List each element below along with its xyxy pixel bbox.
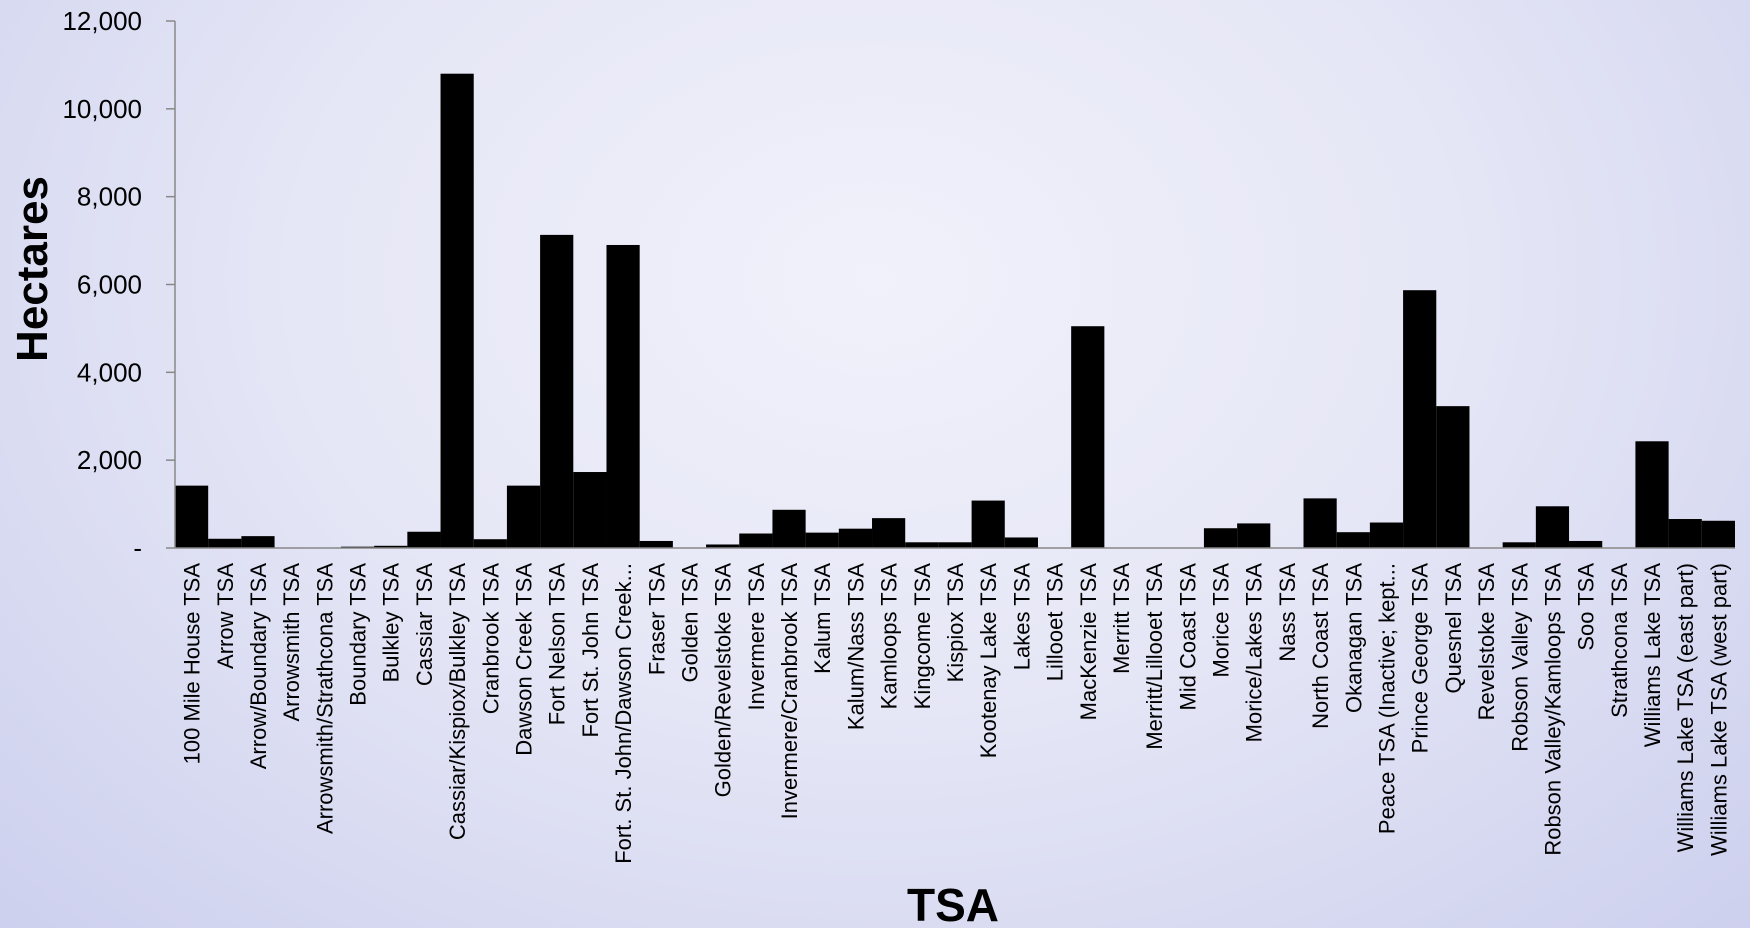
x-tick-label: Invermere TSA: [744, 563, 769, 711]
x-tick-label: Peace TSA (Inactive; kept...: [1375, 563, 1400, 834]
bar: [772, 509, 806, 548]
x-tick-label: North Coast TSA: [1308, 563, 1333, 729]
x-tick-label: Mid Coast TSA: [1175, 563, 1200, 711]
x-tick-label: Morice/Lakes TSA: [1242, 563, 1267, 743]
x-tick-label: Strathcona TSA: [1607, 563, 1632, 718]
bar: [473, 539, 507, 548]
bar: [1203, 528, 1238, 548]
x-tick-label: Cassiar TSA: [412, 563, 437, 686]
x-tick-label: Cranbrook TSA: [478, 563, 503, 715]
x-tick-label: Nass TSA: [1275, 563, 1300, 662]
x-tick-label: Arrow TSA: [213, 563, 238, 669]
bar: [971, 500, 1005, 548]
x-tick-label: Arrow/Boundary TSA: [246, 563, 271, 770]
bar: [1403, 290, 1437, 548]
x-tick-label: Dawson Creek TSA: [512, 563, 537, 756]
x-tick-label: Fort. St. John/Dawson Creek...: [611, 563, 636, 864]
x-tick-label: Golden/Revelstoke TSA: [711, 563, 736, 798]
x-tick-label: Soo TSA: [1574, 563, 1599, 651]
y-tick-label: 2,000: [77, 445, 142, 475]
x-tick-label: Kispiox TSA: [943, 563, 968, 683]
x-tick-label: Kingcome TSA: [910, 563, 935, 710]
bar: [606, 244, 640, 548]
bars: [175, 73, 1735, 549]
bar: [1635, 441, 1669, 548]
bar: [407, 531, 441, 548]
bar: [1668, 519, 1702, 548]
x-tick-label: MacKenzie TSA: [1076, 563, 1101, 721]
x-tick-label: Boundary TSA: [346, 563, 371, 706]
bar: [506, 485, 541, 548]
y-tick-label: 6,000: [77, 270, 142, 300]
x-tick-label: Morice TSA: [1209, 563, 1234, 678]
x-tick-label: Robson Valley TSA: [1507, 563, 1532, 752]
y-tick-label: 4,000: [77, 357, 142, 387]
x-axis-tick-labels: 100 Mile House TSA Arrow TSA Arrow/Boundar…: [180, 563, 1732, 864]
x-tick-label: Invermere/Cranbrook TSA: [777, 563, 802, 820]
x-tick-label: Bulkley TSA: [379, 563, 404, 683]
bar: [739, 533, 773, 548]
x-tick-label: Arrowsmith/Strathcona TSA: [312, 563, 337, 834]
bar: [1369, 522, 1404, 548]
bar: [208, 538, 242, 548]
bar: [1436, 406, 1470, 548]
bar: [540, 234, 574, 549]
x-tick-label: 100 Mile House TSA: [180, 563, 205, 765]
bar: [938, 542, 972, 548]
bar: [573, 472, 607, 548]
bar: [1071, 326, 1105, 548]
bar: [1502, 542, 1536, 548]
y-axis-title: Hectares: [8, 176, 57, 362]
x-tick-label: Golden TSA: [678, 563, 703, 683]
bar: [905, 542, 939, 548]
x-tick-label: Cassiar/Kispiox/Bulkley TSA: [445, 563, 470, 840]
x-tick-label: Okanagan TSA: [1341, 563, 1366, 713]
bar: [838, 528, 873, 548]
x-tick-label: Kamloops TSA: [877, 563, 902, 710]
x-axis-title: TSA: [907, 879, 999, 928]
bar: [1303, 498, 1337, 548]
x-tick-label: Quesnel TSA: [1441, 563, 1466, 694]
x-tick-label: Williams Lake TSA (west part): [1706, 563, 1731, 856]
x-tick-label: Robson Valley/Kamloops TSA: [1540, 563, 1565, 856]
bar: [374, 545, 408, 548]
bar: [1004, 537, 1038, 548]
y-tick-label: 8,000: [77, 182, 142, 212]
bar: [241, 536, 275, 548]
y-tick-label: 12,000: [62, 6, 142, 36]
x-tick-label: Prince George TSA: [1408, 563, 1433, 754]
bar: [1701, 520, 1735, 548]
x-tick-label: Lakes TSA: [1009, 563, 1034, 671]
x-tick-label: Kalum TSA: [810, 563, 835, 674]
bar: [440, 73, 474, 548]
x-tick-label: Fort St. John TSA: [578, 563, 603, 738]
y-tick-label: -: [133, 533, 142, 563]
x-tick-label: Arrowsmith TSA: [279, 563, 304, 722]
bar: [805, 532, 839, 548]
x-tick-label: Merritt/Lillooet TSA: [1142, 563, 1167, 750]
x-tick-label: Lillooet TSA: [1043, 563, 1068, 682]
x-tick-label: Kootenay Lake TSA: [976, 563, 1001, 759]
y-axis-ticks: - 2,000 4,000 6,000 8,000 10,000 12,000: [62, 6, 175, 563]
x-tick-label: Williams Lake TSA (east part): [1673, 563, 1698, 852]
bar: [1237, 523, 1271, 548]
bar: [1535, 506, 1570, 548]
y-tick-label: 10,000: [62, 94, 142, 124]
bar: [175, 485, 209, 548]
bar: [639, 540, 673, 548]
x-tick-label: Merritt TSA: [1109, 563, 1134, 674]
bar: [1336, 532, 1370, 548]
x-tick-label: Fort Nelson TSA: [545, 563, 570, 726]
axes: [174, 21, 1735, 549]
bar: [706, 544, 740, 548]
x-tick-label: Revelstoke TSA: [1474, 563, 1499, 721]
x-tick-label: Williams Lake TSA: [1640, 563, 1665, 748]
bar: [1569, 540, 1603, 548]
x-tick-label: Kalum/Nass TSA: [843, 563, 868, 730]
x-tick-label: Fraser TSA: [644, 563, 669, 675]
bar: [872, 518, 906, 548]
